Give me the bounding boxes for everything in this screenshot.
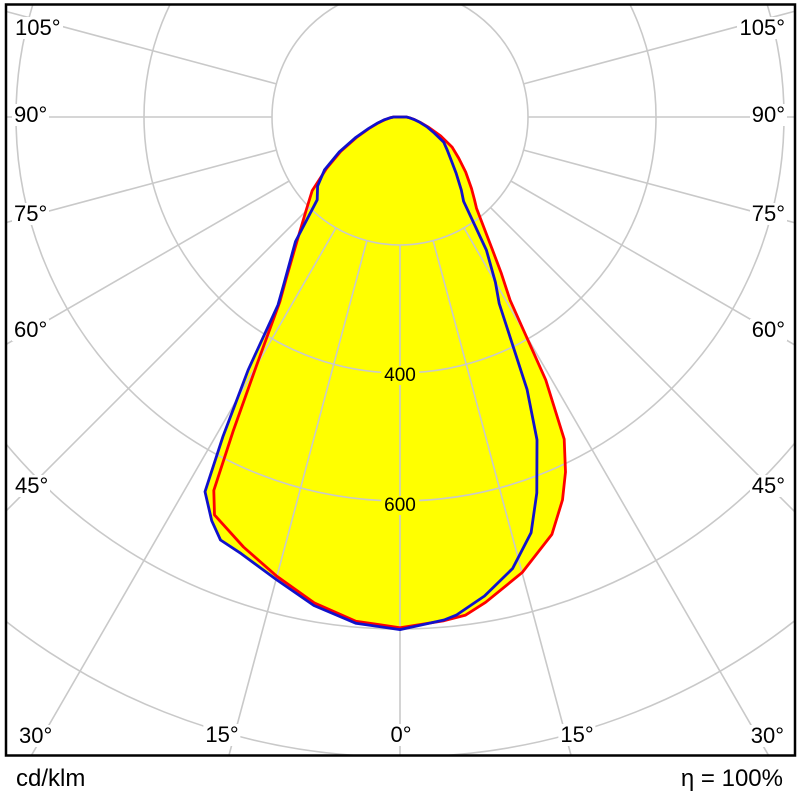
angle-label-right-60: 60° xyxy=(749,317,787,342)
angle-label-left-75: 75° xyxy=(12,201,50,226)
angle-label-left-105: 105° xyxy=(13,15,63,40)
angle-label-right-45: 45° xyxy=(749,473,787,498)
ring-label-600: 600 xyxy=(381,496,419,515)
angle-label-bottom-left-15: 15° xyxy=(203,722,241,747)
angle-label-right-75: 75° xyxy=(749,201,787,226)
angle-label-bottom-right-15: 15° xyxy=(558,722,596,747)
curve-c90-blue xyxy=(203,115,539,631)
angle-label-bottom-0: 0° xyxy=(388,722,414,747)
angle-label-right-90: 90° xyxy=(749,102,787,127)
curve-c0-red xyxy=(212,115,567,630)
chart-frame xyxy=(4,3,797,757)
angle-label-right-30: 30° xyxy=(748,723,786,748)
angle-label-left-30: 30° xyxy=(17,723,55,748)
angle-label-left-90: 90° xyxy=(12,102,50,127)
unit-label: cd/klm xyxy=(16,765,86,792)
angle-label-left-60: 60° xyxy=(12,317,50,342)
ring-label-400: 400 xyxy=(381,366,419,385)
angle-label-left-45: 45° xyxy=(13,473,51,498)
angle-label-right-105: 105° xyxy=(737,15,787,40)
efficiency-label: η = 100% xyxy=(680,765,783,792)
